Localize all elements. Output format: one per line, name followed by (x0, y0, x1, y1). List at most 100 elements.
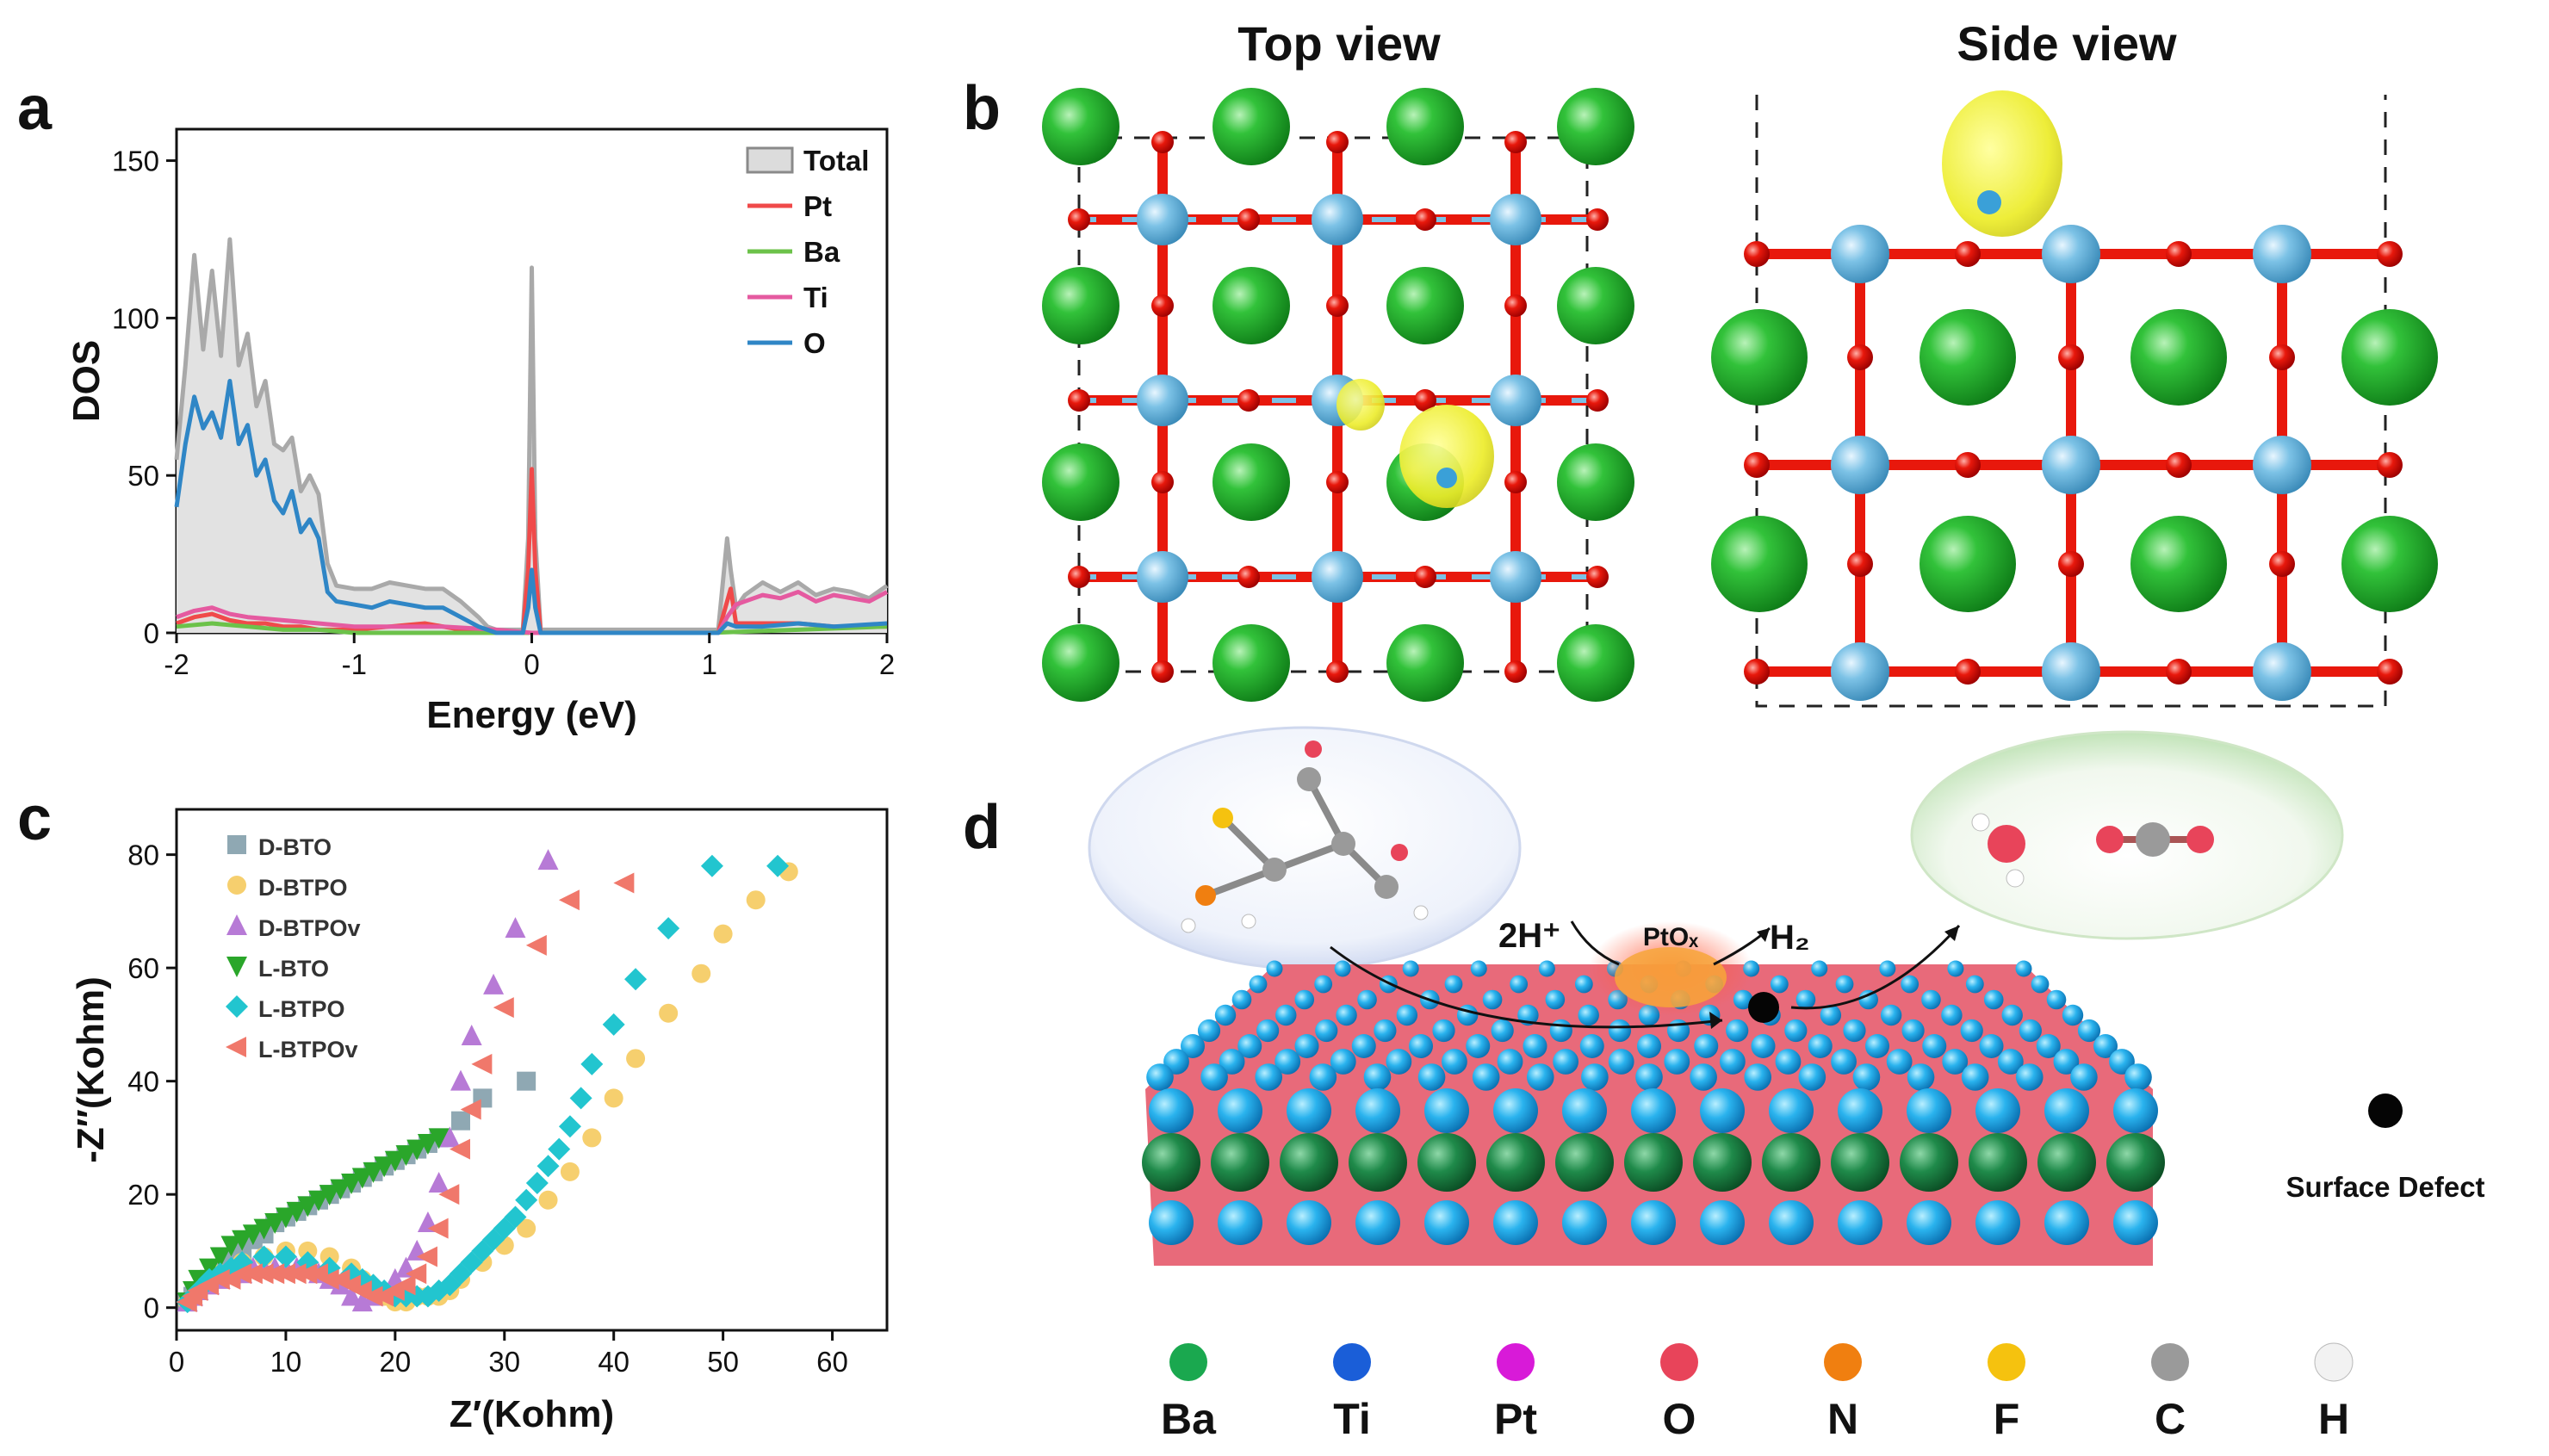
nyquist-x-tick-label: 10 (270, 1346, 302, 1378)
dos-series-total-line (174, 237, 889, 632)
ti-atom (1831, 436, 1889, 494)
ti-atom-surface (1200, 1063, 1228, 1091)
o-atom (1586, 566, 1609, 588)
ti-atom-surface (1336, 1004, 1357, 1026)
ti-atom-surface (1637, 1034, 1661, 1058)
o-atom (1237, 566, 1260, 588)
ti-atom-surface (1294, 1034, 1319, 1058)
panel-c-label: c (17, 784, 52, 853)
o-atom (1847, 344, 1873, 370)
element-o-label: O (1663, 1395, 1696, 1443)
dos-x-tick-label: -1 (342, 648, 367, 680)
nyquist-point-d-btpo (692, 963, 711, 983)
nyquist-point-l-bto (232, 1230, 253, 1251)
nyquist-y-axis-label: -Z′′(Kohm) (70, 976, 112, 1163)
top-view-structure (1042, 88, 1634, 702)
ti-atom-surface (1907, 1063, 1935, 1091)
nyquist-point-l-bto (253, 1218, 275, 1240)
ba-atom-front (2106, 1133, 2165, 1192)
nyquist-point-d-bto (451, 1111, 470, 1131)
nyquist-point-l-btpo (766, 854, 790, 877)
ti-atom-surface (1256, 1019, 1280, 1043)
nyquist-legend-label: D-BTPO (258, 875, 348, 901)
ba-atom (1042, 443, 1119, 521)
ti-atom-surface (1444, 975, 1463, 994)
nyquist-point-d-btpov (461, 1025, 482, 1046)
ti-atom (1312, 194, 1363, 245)
ti-atom (1312, 551, 1363, 603)
o-atom (1744, 659, 1770, 685)
dos-x-tick-label: 2 (879, 648, 895, 680)
ti-atom-front (1562, 1200, 1607, 1245)
element-ba-label: Ba (1161, 1395, 1217, 1443)
nyquist-point-l-bto (286, 1201, 307, 1223)
ti-atom-surface (1491, 1019, 1514, 1043)
element-ba-swatch (1169, 1343, 1207, 1381)
nyquist-x-tick-label: 20 (379, 1346, 411, 1378)
ti-atom-surface (1249, 975, 1268, 994)
o-atom (1586, 389, 1609, 412)
ti-atom-surface (1553, 1049, 1579, 1075)
product-arrow (1790, 924, 1961, 1010)
ba-atom (1042, 624, 1119, 702)
ti-atom-surface (1947, 960, 1964, 977)
nyquist-point-l-btpo (624, 968, 648, 991)
side-view-structure (1711, 90, 2438, 708)
dos-series-ba-line (176, 621, 888, 635)
nyquist-chart: 0 10 20 30 40 50 60 0 20 40 60 80 Z′(Kohm) -Z′′(Kohm)… (70, 808, 889, 1435)
element-h-label: H (2318, 1395, 2349, 1443)
ba-atom (1212, 443, 1290, 521)
ti-atom-surface (1237, 1034, 1262, 1058)
nyquist-point-l-btpov (471, 1053, 493, 1075)
nyquist-legend-marker (226, 957, 247, 977)
ti-atom-surface (1784, 1019, 1808, 1043)
o-atom (1504, 471, 1527, 493)
nyquist-point-l-bto (297, 1196, 319, 1217)
ti-atom-surface (1497, 1049, 1523, 1075)
ti-atom-surface (1482, 989, 1503, 1010)
nyquist-point-l-btpov (241, 1263, 263, 1285)
ti-atom-surface (2070, 1063, 2098, 1091)
ti-atom (2042, 225, 2100, 283)
nyquist-point-l-btpo (569, 1087, 592, 1110)
ti-atom-surface (1510, 975, 1529, 994)
nyquist-point-l-bto (209, 1247, 231, 1268)
nyquist-point-d-btpo (560, 1162, 580, 1181)
ti-atom-front (1838, 1088, 1882, 1133)
nyquist-x-axis-label: Z′(Kohm) (450, 1393, 614, 1435)
nyquist-point-l-btpov (252, 1263, 274, 1285)
side-view-title: Side view (1957, 16, 2177, 71)
ti-atom-surface (1456, 1004, 1479, 1026)
nyquist-point-l-btpo (525, 1172, 549, 1195)
nyquist-x-tick-label: 60 (816, 1346, 848, 1378)
ti-atom-surface (1402, 960, 1419, 977)
o-atom (1744, 241, 1770, 267)
element-f-label: F (1994, 1395, 2020, 1443)
ti-atom-surface (2015, 1063, 2044, 1091)
element-f-swatch (1988, 1343, 2025, 1381)
nyquist-point-d-btpo (746, 890, 766, 910)
ti-atom-surface (1581, 1063, 1609, 1091)
ba-atom (1557, 443, 1634, 521)
o-atom (1068, 566, 1090, 588)
nyquist-point-l-bto (319, 1185, 340, 1206)
ti-atom-surface (1374, 1019, 1397, 1043)
nyquist-legend-marker (226, 995, 248, 1018)
nyquist-legend-marker (226, 1037, 246, 1057)
ti-atom (2253, 436, 2311, 494)
ti-atom-surface (1922, 1034, 1947, 1058)
ba-atom (1557, 267, 1634, 344)
dos-y-tick-label: 100 (112, 302, 159, 334)
o-atom (1151, 131, 1174, 153)
ti-atom-front (1355, 1200, 1400, 1245)
o-atom (1744, 452, 1770, 478)
ba-atom (1557, 624, 1634, 702)
ti-atom-surface (1664, 1049, 1690, 1075)
ti-atom-front (1769, 1088, 1814, 1133)
ba-atom (1557, 88, 1634, 165)
nyquist-x-tick-label: 50 (707, 1346, 739, 1378)
nyquist-point-l-btpov (438, 1184, 460, 1205)
ti-atom-surface (1545, 989, 1566, 1010)
nyquist-point-l-btpov (416, 1246, 437, 1267)
ti-atom-surface (1921, 989, 1941, 1010)
